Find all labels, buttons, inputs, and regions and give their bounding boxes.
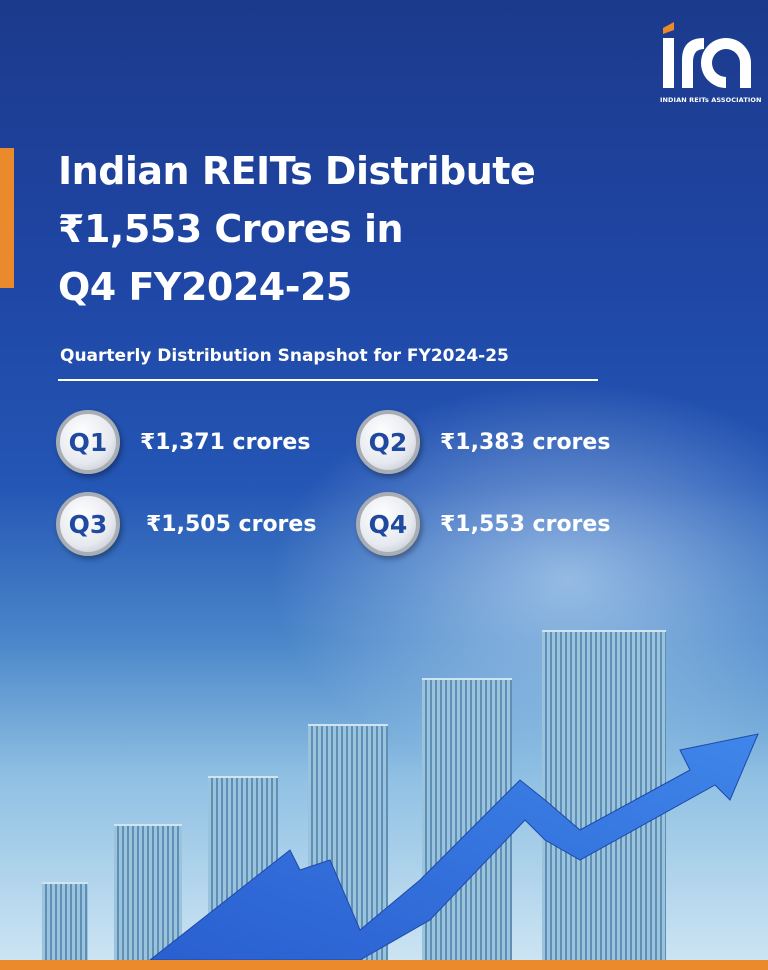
quarter-q1: Q1 ₹1,371 crores	[56, 410, 310, 474]
building	[42, 882, 88, 960]
q2-badge: Q2	[356, 410, 420, 474]
q3-amount: ₹1,505 crores	[146, 511, 317, 537]
accent-bar	[0, 148, 14, 288]
quarter-q2: Q2 ₹1,383 crores	[356, 410, 610, 474]
q3-badge: Q3	[56, 492, 120, 556]
q4-badge: Q4	[356, 492, 420, 556]
headline-line-2: ₹1,553 Crores in	[58, 207, 404, 251]
headline-line-1: Indian REITs Distribute	[58, 149, 536, 193]
snapshot-subtitle: Quarterly Distribution Snapshot for FY20…	[60, 346, 509, 366]
sky-glow	[268, 380, 768, 780]
q1-badge: Q1	[56, 410, 120, 474]
q2-amount: ₹1,383 crores	[440, 429, 611, 455]
logo-subtitle: INDIAN REITs ASSOCIATION	[660, 96, 762, 104]
divider	[58, 379, 598, 381]
headline-line-3: Q4 FY2024-25	[58, 265, 352, 309]
q4-amount: ₹1,553 crores	[440, 511, 611, 537]
building	[114, 824, 182, 960]
q1-amount: ₹1,371 crores	[140, 429, 311, 455]
bottom-strip	[0, 960, 768, 970]
quarter-q3: Q3 ₹1,505 crores	[56, 492, 316, 556]
headline: Indian REITs Distribute ₹1,553 Crores in…	[58, 142, 536, 316]
quarter-q4: Q4 ₹1,553 crores	[356, 492, 610, 556]
ira-logo	[663, 22, 751, 88]
